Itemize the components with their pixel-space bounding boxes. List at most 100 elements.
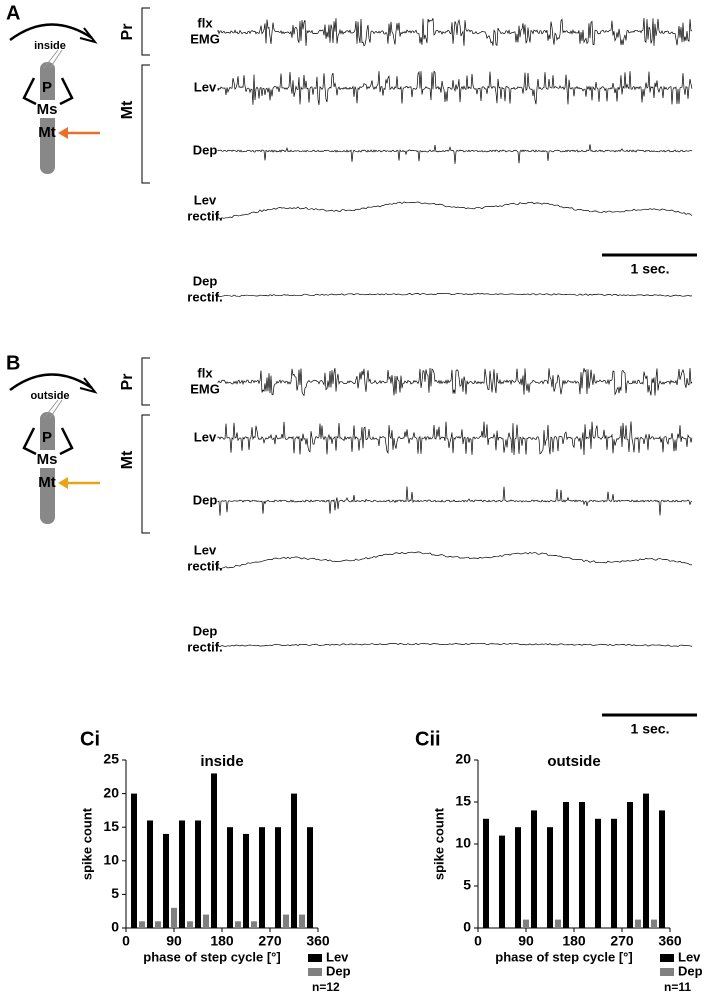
scale-label: 1 sec. <box>631 261 670 277</box>
trace <box>217 421 693 456</box>
bar <box>131 793 137 928</box>
x-axis-label: phase of step cycle [°] <box>495 949 632 964</box>
x-tick-label: 270 <box>258 933 282 949</box>
arc <box>9 373 93 392</box>
trace-label: Lev <box>194 429 217 444</box>
leg-outline <box>22 427 74 456</box>
legend-label: Dep <box>678 963 703 978</box>
bar <box>147 820 153 928</box>
bar <box>171 907 177 928</box>
legend-swatch <box>660 954 674 962</box>
y-axis-label: spike count <box>79 807 94 880</box>
segment-label: Mt <box>38 474 56 491</box>
trace-label: rectif. <box>187 639 222 654</box>
trace-label: rectif. <box>187 208 222 223</box>
y-tick-label: 5 <box>111 885 119 901</box>
bar <box>563 802 569 928</box>
segment-label: Ms <box>37 451 58 468</box>
y-axis-label: spike count <box>431 807 446 880</box>
bar <box>243 833 249 928</box>
legend-swatch <box>308 968 322 976</box>
x-tick-label: 180 <box>210 933 234 949</box>
segment-label: Mt <box>38 124 56 141</box>
bracket <box>141 357 150 406</box>
schematic-label: inside <box>34 40 66 52</box>
bar <box>307 827 313 928</box>
joint <box>38 450 57 468</box>
bar <box>515 827 521 928</box>
bar <box>483 818 489 928</box>
bar <box>523 919 529 928</box>
trace-label: Dep <box>193 492 218 507</box>
y-tick-label: 20 <box>103 784 119 800</box>
bar <box>659 810 665 928</box>
bar <box>195 820 201 928</box>
segment-label: P <box>42 429 52 446</box>
bar <box>187 921 193 928</box>
bar <box>163 833 169 928</box>
nerve <box>43 399 63 419</box>
y-tick-label: 20 <box>455 751 471 767</box>
trace <box>217 292 693 297</box>
legend-swatch <box>308 954 322 962</box>
chart-title: inside <box>200 753 243 770</box>
bar <box>531 810 537 928</box>
joint <box>38 100 57 118</box>
trace-label: Lev <box>194 79 217 94</box>
bracket <box>141 7 150 56</box>
bar <box>635 919 641 928</box>
bar <box>283 914 289 928</box>
bar <box>499 835 505 928</box>
group-label: Pr <box>119 374 136 391</box>
bar <box>291 793 297 928</box>
x-tick-label: 360 <box>658 933 682 949</box>
group-label: Pr <box>119 24 136 41</box>
bar <box>555 919 561 928</box>
trace-label: Lev <box>194 542 217 557</box>
trace <box>217 201 693 220</box>
trace <box>217 144 693 164</box>
trace-label: EMG <box>190 31 220 46</box>
trace-label: Dep <box>193 623 218 638</box>
legend-label: Lev <box>326 949 349 964</box>
y-tick-label: 5 <box>463 877 471 893</box>
trace-label: EMG <box>190 381 220 396</box>
trace-label: Dep <box>193 142 218 157</box>
y-tick-label: 15 <box>455 793 471 809</box>
schematic-label: outside <box>30 390 69 402</box>
bar <box>139 921 145 928</box>
y-tick-label: 15 <box>103 818 119 834</box>
scale-label: 1 sec. <box>631 721 670 737</box>
arc-head <box>79 27 98 44</box>
x-axis-label: phase of step cycle [°] <box>143 949 280 964</box>
stim-arrow-head <box>58 477 68 489</box>
trace-label: rectif. <box>187 289 222 304</box>
x-tick-label: 270 <box>610 933 634 949</box>
x-tick-label: 360 <box>306 933 330 949</box>
bar <box>547 827 553 928</box>
trace-label: Dep <box>193 273 218 288</box>
y-tick-label: 25 <box>103 751 119 767</box>
legend-label: Dep <box>326 963 351 978</box>
trace <box>217 17 693 47</box>
segment-label: P <box>42 79 52 96</box>
trace-label: Lev <box>194 192 217 207</box>
chart-title: outside <box>547 753 600 770</box>
annotation: n=11 <box>664 980 691 994</box>
bar <box>259 827 265 928</box>
trace <box>217 551 693 569</box>
bar <box>227 827 233 928</box>
arc <box>9 23 93 42</box>
bar <box>595 818 601 928</box>
y-tick-label: 10 <box>103 852 119 868</box>
annotation: n=12 <box>312 980 340 994</box>
trace <box>217 642 693 647</box>
arc-head <box>79 377 98 394</box>
y-tick-label: 10 <box>455 835 471 851</box>
nerve <box>43 49 63 69</box>
legend-label: Lev <box>678 949 701 964</box>
bar <box>155 921 161 928</box>
bar <box>651 919 657 928</box>
bar <box>579 802 585 928</box>
legend-swatch <box>660 968 674 976</box>
